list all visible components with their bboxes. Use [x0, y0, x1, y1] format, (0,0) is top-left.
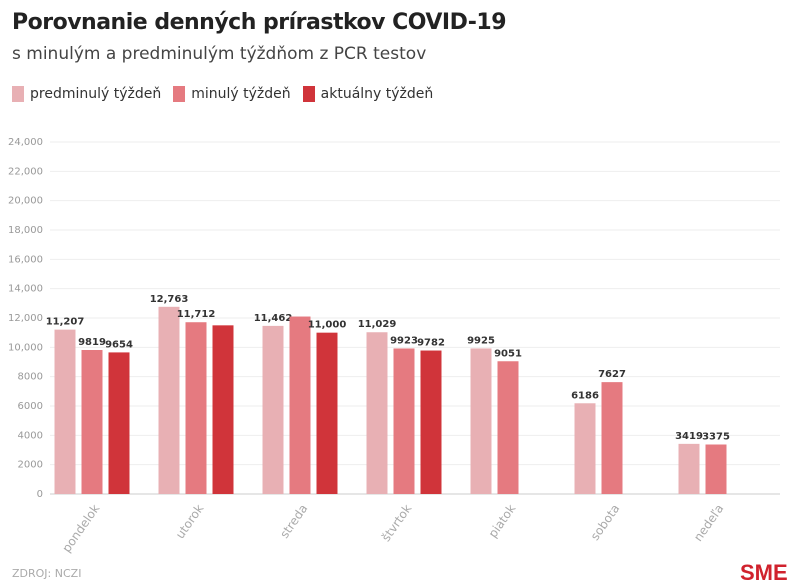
- data-label: 9654: [105, 339, 133, 350]
- bar: [678, 443, 700, 494]
- data-label: 11,712: [177, 309, 216, 320]
- sme-logo: SME: [740, 560, 788, 585]
- x-tick-label: piatok: [486, 502, 519, 541]
- data-label: 9782: [417, 338, 445, 349]
- legend-swatch: [12, 86, 24, 102]
- bar: [393, 348, 415, 494]
- data-label: 11,029: [358, 319, 397, 330]
- y-tick-label: 14,000: [8, 284, 43, 295]
- legend-item: aktuálny týždeň: [302, 86, 434, 102]
- data-label: 3419: [675, 431, 703, 442]
- data-label: 9051: [494, 348, 522, 359]
- bar: [420, 350, 442, 494]
- data-label: 9925: [467, 335, 495, 346]
- bar: [601, 382, 623, 494]
- data-label: 11,000: [308, 320, 347, 331]
- x-tick-label: streda: [277, 502, 310, 541]
- x-tick-label: nedeľa: [691, 502, 726, 544]
- y-tick-label: 2000: [18, 460, 43, 471]
- legend: predminulý týždeň minulý týždeň aktuálny…: [12, 86, 433, 102]
- y-tick-label: 22,000: [8, 166, 43, 177]
- bar: [316, 332, 338, 494]
- legend-item: predminulý týždeň: [12, 86, 161, 102]
- data-label: 11,462: [254, 313, 293, 324]
- legend-label: predminulý týždeň: [30, 86, 162, 102]
- bar: [108, 352, 130, 494]
- chart-subtitle: s minulým a predminulým týždňom z PCR te…: [12, 44, 427, 64]
- data-label: 7627: [598, 369, 626, 380]
- y-tick-label: 16,000: [8, 254, 43, 265]
- x-tick-label: utorok: [173, 502, 207, 542]
- y-tick-label: 4000: [18, 430, 43, 441]
- chart-title: Porovnanie denných prírastkov COVID-19: [12, 10, 507, 35]
- bar: [185, 322, 207, 494]
- bar: [81, 349, 103, 494]
- bar: [574, 403, 596, 494]
- bar: [366, 332, 388, 494]
- y-tick-label: 6000: [18, 401, 43, 412]
- bar: [289, 316, 311, 494]
- bar: [705, 444, 727, 494]
- y-tick-label: 20,000: [8, 196, 43, 207]
- bar: [54, 329, 76, 494]
- y-tick-label: 12,000: [8, 313, 43, 324]
- legend-swatch: [173, 86, 186, 102]
- source-note: ZDROJ: NCZI: [12, 567, 82, 580]
- data-label: 9819: [78, 337, 106, 348]
- legend-item: minulý týždeň: [173, 86, 291, 102]
- x-tick-label: pondelok: [59, 502, 102, 555]
- data-label: 3375: [702, 432, 730, 443]
- y-tick-label: 8000: [18, 372, 43, 383]
- data-label: 12,763: [150, 294, 189, 305]
- x-tick-label: štvrtok: [379, 502, 415, 544]
- bar: [212, 325, 234, 494]
- y-tick-label: 24,000: [8, 137, 43, 148]
- y-tick-label: 18,000: [8, 225, 43, 236]
- bar: [470, 348, 492, 494]
- data-label: 11,207: [46, 317, 85, 328]
- data-label: 9923: [390, 335, 418, 346]
- bar: [497, 361, 519, 494]
- legend-label: minulý týždeň: [191, 86, 291, 102]
- y-tick-label: 10,000: [8, 342, 43, 353]
- x-tick-label: sobota: [588, 502, 623, 543]
- bar: [262, 325, 284, 494]
- y-tick-label: 0: [37, 489, 43, 500]
- legend-label: aktuálny týždeň: [320, 86, 434, 102]
- legend-swatch: [302, 86, 315, 102]
- bar: [158, 306, 180, 494]
- data-label: 6186: [571, 390, 599, 401]
